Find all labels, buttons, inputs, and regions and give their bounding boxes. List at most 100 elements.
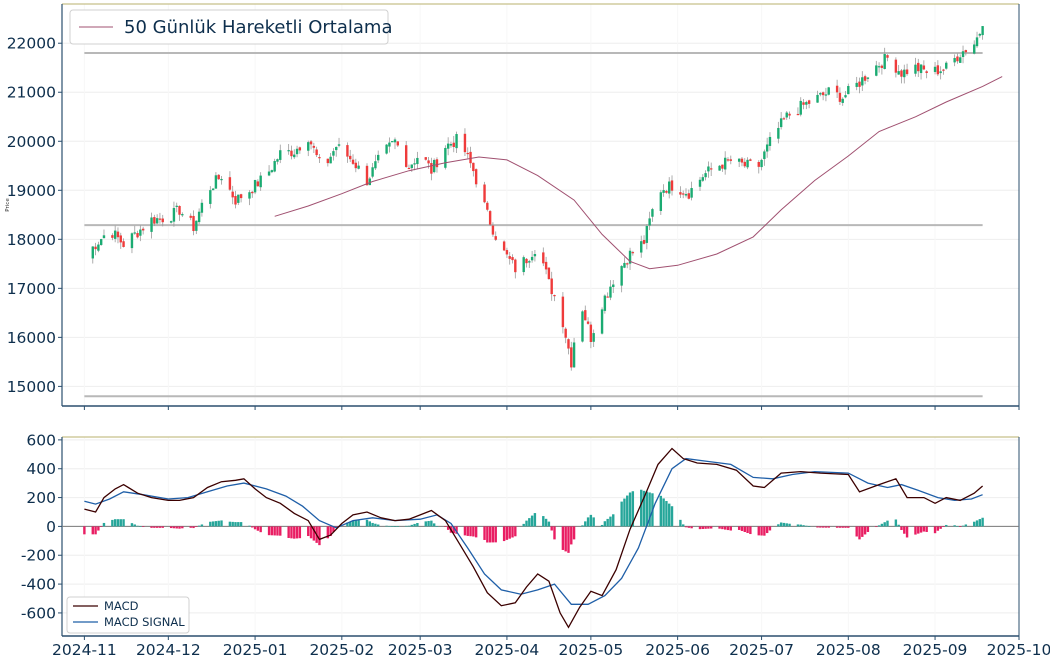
histogram-bar (346, 522, 349, 527)
candle (956, 53, 959, 64)
candle-body (827, 87, 830, 95)
moving-average-line (274, 76, 1003, 270)
candle (413, 158, 416, 171)
candle (444, 145, 447, 170)
histogram-bar (530, 515, 534, 527)
candle (592, 329, 595, 348)
candle-body (642, 240, 646, 244)
candle-body (111, 235, 114, 238)
candle (377, 150, 380, 164)
histogram-bar (626, 495, 629, 527)
histogram-bar (701, 526, 704, 529)
candle-body (220, 178, 223, 181)
candle-body (94, 246, 97, 250)
candle-body (763, 151, 766, 160)
histogram-bar (684, 526, 688, 528)
candle-body (195, 220, 198, 231)
candle (542, 247, 545, 267)
price-legend-box (69, 9, 389, 45)
histogram-bar (214, 521, 218, 527)
histogram-bar (959, 526, 962, 528)
candle-body (371, 167, 374, 177)
histogram-bar (435, 526, 439, 527)
candle (877, 62, 881, 73)
candle (709, 162, 713, 177)
candle-body (435, 159, 439, 168)
x-tick-label: 2025-05 (558, 641, 623, 659)
candle (404, 141, 408, 168)
candle (192, 210, 195, 236)
candle (665, 189, 668, 194)
candle-body (444, 147, 447, 168)
candle (295, 145, 299, 158)
candle-body (449, 143, 453, 146)
x-tick-label: 2024-11 (52, 641, 117, 659)
candle-body (802, 102, 805, 105)
candle (886, 54, 889, 62)
candle-body (404, 145, 408, 167)
candle-body (385, 144, 388, 154)
macd-signal-line (84, 457, 983, 605)
candle (819, 92, 822, 97)
candle-body (816, 94, 819, 103)
candle (718, 164, 721, 171)
histogram-bar (704, 526, 707, 529)
histogram-bar (550, 526, 553, 531)
histogram-bar (838, 526, 842, 528)
histogram-bar (905, 526, 909, 538)
histogram-bar (763, 526, 766, 536)
candle (357, 161, 360, 170)
candle (469, 146, 472, 168)
histogram-bar (919, 526, 923, 533)
x-tick-label: 2025-08 (816, 641, 881, 659)
histogram-bar (141, 526, 145, 528)
candle-body (945, 62, 948, 69)
candle-body (326, 158, 330, 164)
price-axis-label: Price (5, 198, 11, 212)
candle-body (200, 202, 204, 213)
candle-body (922, 65, 926, 70)
candle-body (248, 192, 251, 199)
candle (472, 162, 475, 177)
histogram-bar (659, 495, 663, 527)
candle-body (542, 252, 545, 264)
histogram-bar (631, 491, 635, 527)
histogram-bar (785, 523, 788, 527)
candle (975, 31, 979, 48)
histogram-bar (827, 526, 830, 528)
candle (195, 220, 198, 235)
candle-body (914, 64, 917, 74)
candle (925, 70, 928, 79)
candle (253, 179, 257, 195)
histogram-bar (933, 526, 937, 534)
histogram-bar (248, 525, 251, 527)
histogram-bar (508, 526, 511, 539)
candle-body (508, 256, 511, 259)
y-tick-label: 20000 (7, 133, 56, 151)
x-tick-label: 2024-12 (136, 641, 201, 659)
candle (584, 305, 587, 321)
candle-body (181, 214, 184, 216)
candle-body (357, 165, 360, 169)
candle (844, 90, 847, 99)
candle (824, 87, 828, 102)
candle-body (961, 51, 965, 57)
candle (158, 212, 162, 224)
histogram-bar (863, 526, 867, 535)
x-tick-label: 2025-06 (645, 641, 710, 659)
candle-body (295, 148, 299, 155)
candle (279, 144, 282, 164)
candle (393, 137, 397, 150)
histogram-bar (385, 525, 388, 527)
histogram-bar (953, 525, 956, 527)
histogram-bar (973, 521, 976, 527)
candle (746, 157, 749, 170)
candle (600, 307, 604, 335)
candle-body (659, 192, 663, 211)
y-tick-label: 16000 (7, 329, 56, 347)
candle (922, 60, 926, 71)
candle (547, 267, 551, 280)
candle (326, 158, 330, 167)
candle-body (141, 228, 145, 231)
candle (640, 235, 643, 258)
